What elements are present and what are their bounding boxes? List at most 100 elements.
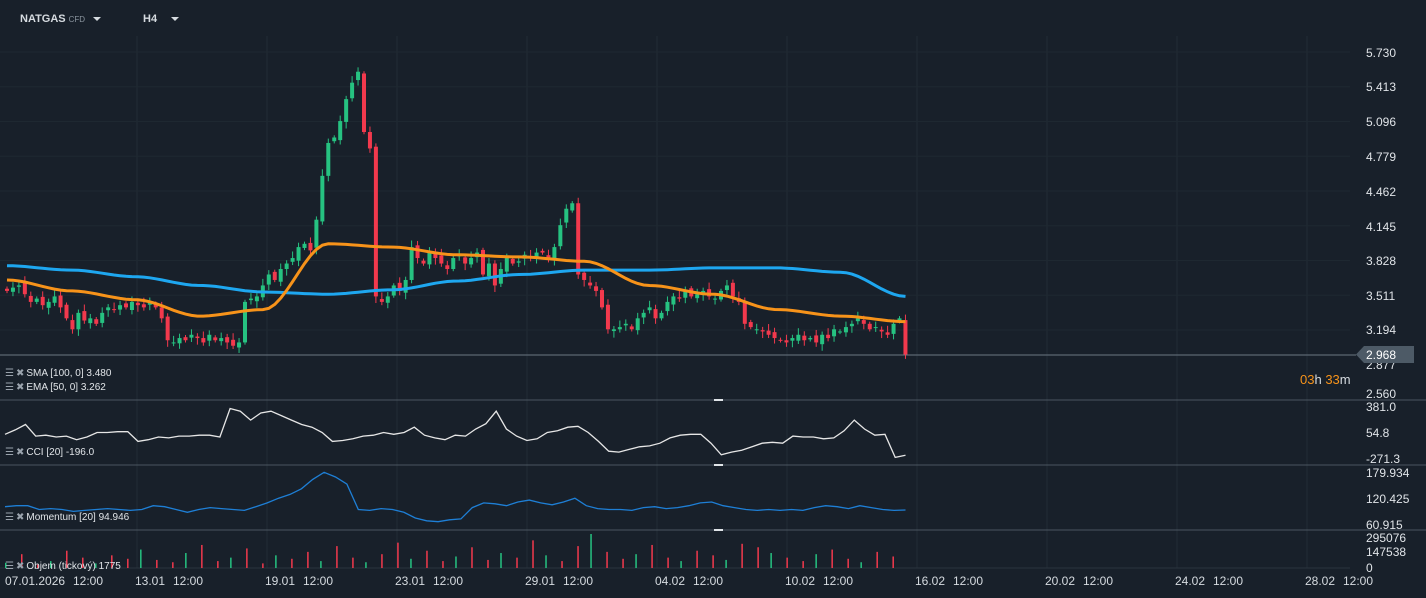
current-price-label: 2.968	[1356, 346, 1414, 363]
candle-down	[40, 296, 45, 306]
candle-up	[177, 338, 182, 344]
x-axis-time: 12:00	[73, 574, 104, 588]
x-axis-time: 12:00	[303, 574, 334, 588]
volume-bar	[275, 555, 277, 568]
volume-bar	[230, 557, 232, 568]
candle-up	[659, 312, 664, 319]
price-axis-label: 4.462	[1366, 185, 1397, 199]
candle-up	[356, 71, 361, 81]
candle-up	[52, 296, 57, 303]
candle-down	[433, 251, 438, 259]
close-icon[interactable]: ✖	[15, 368, 25, 379]
volume-bar	[66, 550, 68, 568]
candle-up	[832, 329, 837, 337]
volume-bar	[336, 546, 338, 568]
x-axis-date: 23.01	[395, 574, 426, 588]
price-axis-label: 5.730	[1366, 46, 1397, 60]
legend-volume: ☰ ✖ Objem (tickový) 1775	[5, 561, 121, 572]
candle-up	[46, 301, 51, 308]
candle-down	[225, 337, 230, 343]
candle-up	[724, 285, 729, 291]
volume-bar	[516, 557, 518, 568]
volume-bar	[410, 558, 412, 568]
volume-bar	[201, 544, 203, 568]
timeframe-selector[interactable]: H4	[143, 13, 180, 25]
close-icon[interactable]: ✖	[15, 447, 25, 458]
price-axis-label: 3.194	[1366, 323, 1397, 337]
candle-up	[469, 258, 474, 265]
close-icon[interactable]: ✖	[15, 561, 25, 572]
settings-icon[interactable]: ☰	[5, 368, 14, 379]
candle-down	[879, 329, 884, 332]
volume-bar	[5, 562, 7, 568]
legend-cci: ☰ ✖ CCI [20] -196.0	[5, 447, 94, 458]
x-axis-date: 20.02	[1045, 574, 1076, 588]
volume-bar	[590, 534, 592, 568]
candle-down	[367, 132, 372, 149]
candle-down	[600, 290, 604, 308]
volume-bar	[635, 554, 637, 568]
candle-up	[10, 287, 15, 292]
panel-resize-handle	[714, 529, 723, 531]
volume-bar	[712, 555, 714, 568]
volume-bar	[770, 553, 772, 568]
chart-toolbar: NATGAS CFD H4	[0, 0, 1426, 36]
volume-bar	[471, 547, 473, 568]
x-axis-date: 29.01	[525, 574, 556, 588]
candle-up	[314, 219, 319, 248]
settings-icon[interactable]: ☰	[5, 447, 14, 458]
candle-up	[248, 298, 253, 301]
price-axis-label: 5.096	[1366, 115, 1397, 129]
settings-icon[interactable]: ☰	[5, 512, 14, 523]
panel-resize-handle	[714, 464, 723, 466]
volume-bar	[37, 564, 39, 568]
indicator-axis-label: 295076	[1366, 531, 1407, 545]
volume-bar	[860, 562, 862, 568]
candle-up	[534, 252, 539, 259]
candle-down	[653, 309, 658, 319]
volume-bar	[140, 549, 142, 568]
candle-up	[290, 258, 295, 262]
candle-up	[76, 312, 81, 330]
candle-up	[129, 301, 134, 310]
close-icon[interactable]: ✖	[15, 512, 25, 523]
candle-down	[58, 295, 63, 308]
candle-down	[64, 304, 69, 319]
volume-bar	[426, 550, 428, 568]
candle-up	[647, 307, 652, 311]
volume-bar	[50, 561, 52, 568]
candle-down	[94, 319, 99, 324]
candle-down	[861, 320, 866, 324]
candle-down	[778, 339, 783, 341]
candle-down	[141, 304, 146, 308]
volume-bar	[185, 553, 187, 568]
symbol-selector[interactable]: NATGAS CFD	[20, 13, 102, 25]
volume-bar	[455, 556, 457, 568]
x-axis-date: 28.02	[1305, 574, 1336, 588]
candle-up	[635, 318, 640, 331]
x-axis-time: 12:00	[953, 574, 984, 588]
x-axis-time: 12:00	[433, 574, 464, 588]
candle-up	[843, 327, 848, 333]
candle-down	[784, 340, 789, 343]
candle-down	[576, 203, 581, 275]
legend-momentum: ☰ ✖ Momentum [20] 94.946	[5, 512, 129, 523]
candle-up	[296, 247, 301, 261]
volume-bar	[291, 558, 293, 568]
candle-down	[201, 338, 206, 343]
candle-up	[320, 175, 325, 222]
close-icon[interactable]: ✖	[15, 382, 25, 393]
candle-up	[891, 323, 896, 334]
settings-icon[interactable]: ☰	[5, 561, 14, 572]
volume-bar	[500, 553, 502, 568]
candle-down	[231, 339, 236, 346]
candle-up	[266, 274, 271, 285]
candle-down	[272, 271, 277, 280]
volume-bar	[127, 558, 129, 568]
candle-up	[873, 327, 878, 329]
candle-down	[629, 326, 634, 330]
volume-bar	[815, 554, 817, 568]
settings-icon[interactable]: ☰	[5, 382, 14, 393]
volume-bar	[246, 548, 248, 568]
